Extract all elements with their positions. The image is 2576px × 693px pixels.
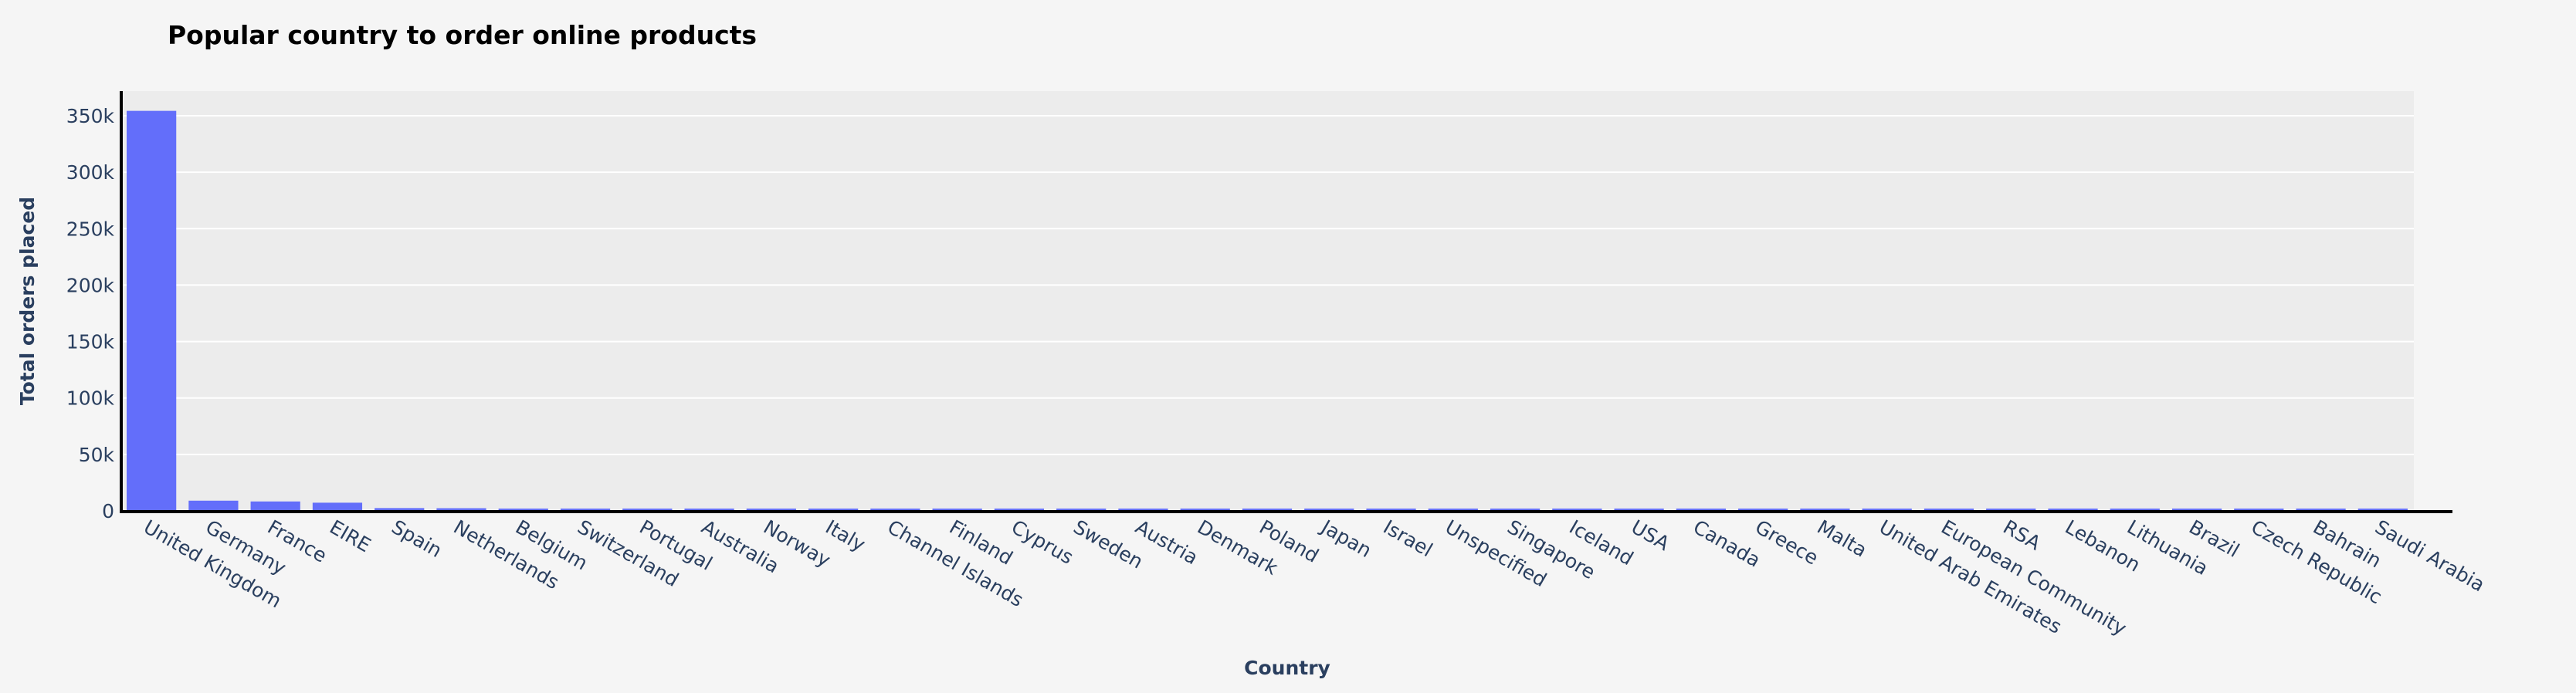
bar[interactable] (1800, 509, 1850, 511)
bar[interactable] (2110, 509, 2160, 511)
bar[interactable] (1986, 509, 2036, 511)
bar[interactable] (1428, 509, 1478, 511)
bar[interactable] (1614, 509, 1664, 511)
x-tick-label: Saudi Arabia (2371, 516, 2489, 596)
bar[interactable] (1738, 509, 1788, 511)
x-tick-label: Cyprus (1008, 516, 1077, 569)
y-tick-label: 50k (79, 444, 115, 466)
bar[interactable] (436, 508, 486, 511)
bar[interactable] (808, 509, 859, 511)
x-axis-title: Country (1244, 657, 1330, 679)
bars (127, 110, 2408, 511)
x-tick-label: EIRE (326, 516, 375, 556)
y-tick-label: 150k (66, 331, 115, 353)
bar[interactable] (1118, 509, 1168, 511)
x-tick-label: Israel (1380, 516, 1437, 561)
bar[interactable] (127, 110, 177, 511)
bar[interactable] (1366, 509, 1416, 511)
y-axis-title: Total orders placed (16, 197, 39, 405)
y-tick-label: 100k (66, 387, 115, 410)
plot-area (120, 91, 2414, 511)
bar[interactable] (2296, 509, 2346, 511)
bar[interactable] (188, 500, 239, 511)
bar[interactable] (375, 508, 425, 511)
gridlines (120, 115, 2414, 455)
x-tick-label: Spain (388, 516, 446, 562)
bar[interactable] (684, 509, 734, 511)
bar[interactable] (1242, 509, 1293, 511)
y-tick-label: 350k (66, 105, 115, 127)
y-tick-label: 0 (102, 500, 114, 522)
x-tick-label: Japan (1317, 515, 1376, 562)
bar[interactable] (1924, 509, 1974, 511)
bar[interactable] (1552, 509, 1602, 511)
bar[interactable] (1304, 509, 1354, 511)
bar[interactable] (560, 509, 611, 511)
bar[interactable] (1676, 509, 1726, 511)
bar[interactable] (2234, 509, 2284, 511)
bar[interactable] (1490, 509, 1541, 511)
bar[interactable] (1180, 509, 1230, 511)
x-tick-label: Sweden (1069, 516, 1147, 573)
x-tick-label: Malta (1813, 516, 1870, 562)
x-tick-label: Canada (1690, 516, 1764, 572)
bar[interactable] (1862, 509, 1912, 511)
bar[interactable] (2357, 509, 2408, 511)
x-tick-label: Greece (1751, 516, 1822, 570)
y-tick-label: 250k (66, 218, 115, 240)
bar[interactable] (250, 501, 300, 511)
bar[interactable] (498, 509, 548, 511)
bar[interactable] (870, 509, 920, 511)
bar[interactable] (932, 509, 982, 511)
y-tick-label: 300k (66, 161, 115, 184)
bar[interactable] (2171, 509, 2222, 511)
bar[interactable] (746, 509, 796, 511)
chart-title: Popular country to order online products (168, 20, 757, 50)
bar[interactable] (994, 509, 1045, 511)
y-tick-label: 200k (66, 274, 115, 296)
bar[interactable] (312, 502, 363, 511)
bar[interactable] (2048, 509, 2098, 511)
y-tick-labels: 0 50k 100k 150k 200k 250k 300k 350k (66, 105, 115, 522)
bar[interactable] (1056, 509, 1107, 511)
bar[interactable] (622, 509, 673, 511)
